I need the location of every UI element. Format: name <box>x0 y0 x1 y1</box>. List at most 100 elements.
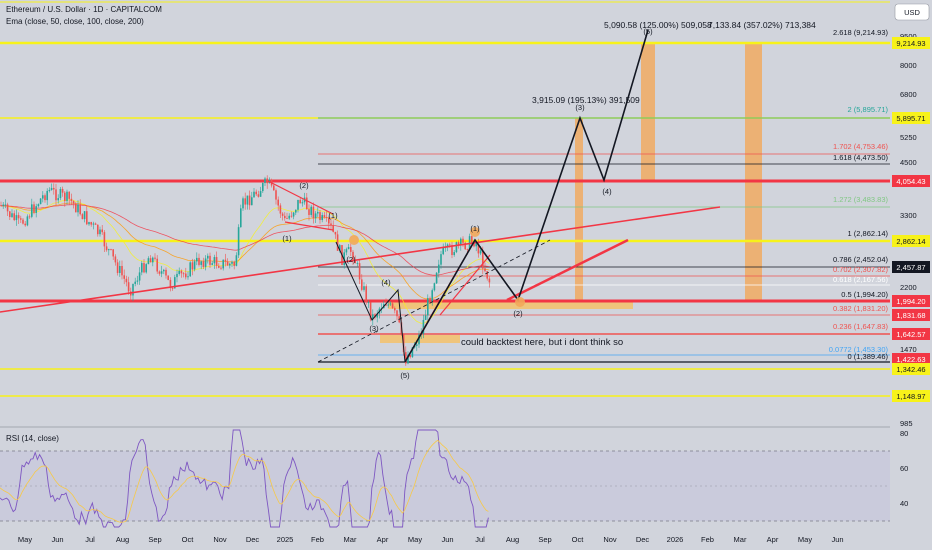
candle-body <box>488 278 491 283</box>
time-tick: Sep <box>148 535 161 544</box>
projection-path <box>404 29 649 363</box>
candle-body <box>138 272 141 281</box>
candle-body <box>92 223 95 225</box>
time-tick: Oct <box>182 535 195 544</box>
price-badge-label: 2,862.14 <box>896 237 925 246</box>
axis-tick: 5250 <box>900 133 917 142</box>
ema-line <box>0 199 490 324</box>
price-badge <box>892 112 930 124</box>
price-badge <box>892 390 930 402</box>
wave-label: (1) <box>470 224 480 233</box>
projection-bar <box>745 42 762 302</box>
rsi-series <box>0 429 489 528</box>
projection-label: 5,090.58 (125.00%) 509,058 <box>604 20 712 30</box>
candle-body <box>242 198 244 209</box>
candle-body <box>152 257 154 263</box>
candle-body <box>330 223 332 226</box>
time-tick: Feb <box>701 535 714 544</box>
candle-body <box>176 273 178 278</box>
candle-body <box>143 263 145 273</box>
candle-body <box>35 206 37 213</box>
time-tick: Feb <box>311 535 324 544</box>
wave-label: (3) <box>575 103 585 112</box>
candle-body <box>297 199 299 210</box>
candle-body <box>310 206 312 215</box>
candle-body <box>116 262 119 273</box>
candle-body <box>79 204 81 215</box>
candle-body <box>22 219 24 224</box>
candle-body <box>200 261 202 265</box>
candle-body <box>160 271 163 274</box>
candle-body <box>99 229 101 235</box>
candle-body <box>345 249 348 253</box>
price-badge <box>892 309 930 321</box>
candle-body <box>431 290 433 302</box>
candle-body <box>123 275 125 279</box>
price-badge-label: 1,642.57 <box>896 330 925 339</box>
candle-body <box>385 304 387 306</box>
price-badge-label: 1,831.68 <box>896 311 925 320</box>
candle-body <box>376 313 378 318</box>
candle-body <box>457 242 460 246</box>
candle-body <box>466 249 469 250</box>
candle-body <box>15 215 18 221</box>
time-tick: Apr <box>377 535 389 544</box>
price-badges: 9,214.93 5,895.71 4,054.43 2,862.14 2,457.87… <box>892 37 930 402</box>
wave-label: (4) <box>602 187 612 196</box>
candle-body <box>290 215 293 217</box>
candle-body <box>88 222 90 225</box>
candle-body <box>171 288 174 289</box>
candle-body <box>253 191 255 198</box>
time-tick: 2025 <box>277 535 294 544</box>
candle-body <box>119 265 121 273</box>
trendline <box>267 180 334 215</box>
candle-body <box>352 251 354 260</box>
candle-body <box>222 259 224 269</box>
candle-body <box>328 217 330 224</box>
axis-tick: 9500 <box>900 32 917 41</box>
candle-body <box>321 215 323 221</box>
wave-label: (2) <box>346 255 356 264</box>
candle-body <box>464 242 466 250</box>
time-axis-ticks: May Jun Jul Aug Sep Oct Nov Dec 2025 Feb Mar Apr May… <box>18 535 844 544</box>
price-badge-label: 2,457.87 <box>896 263 925 272</box>
time-axis[interactable] <box>0 530 932 550</box>
candle-body <box>180 270 183 274</box>
candle-body <box>475 243 477 247</box>
time-tick: Aug <box>116 535 129 544</box>
fib-label: 1 (2,862.14) <box>848 229 889 238</box>
candle-body <box>81 214 84 220</box>
time-tick: Jul <box>475 535 485 544</box>
price-badge <box>892 175 930 187</box>
fib-label: 2.618 (9,214.93) <box>833 28 889 37</box>
candle-body <box>433 283 436 291</box>
price-axis[interactable] <box>890 0 932 550</box>
candle-body <box>191 262 194 270</box>
wave-label: (2) <box>513 309 523 318</box>
ema-lines <box>0 199 490 324</box>
candle-body <box>169 279 172 289</box>
candle-body <box>477 243 480 254</box>
time-tick: Jun <box>831 535 843 544</box>
candle-body <box>405 352 407 364</box>
currency-button[interactable] <box>894 3 930 21</box>
candle-body <box>438 264 440 273</box>
candle-body <box>178 270 180 274</box>
candle-body <box>196 257 198 262</box>
candle-body <box>158 271 161 274</box>
candle-body <box>422 319 425 334</box>
candle-body <box>233 261 235 266</box>
price-badge-label: 5,895.71 <box>896 114 925 123</box>
time-tick: Dec <box>246 535 260 544</box>
candle-body <box>451 245 453 256</box>
time-tick: Mar <box>734 535 747 544</box>
wave-label: (1) <box>282 234 292 243</box>
candle-body <box>103 232 106 247</box>
candle-body <box>369 302 372 320</box>
candle-body <box>127 282 130 292</box>
candle-body <box>361 279 363 290</box>
time-tick: Jun <box>441 535 453 544</box>
candle-body <box>112 249 114 257</box>
